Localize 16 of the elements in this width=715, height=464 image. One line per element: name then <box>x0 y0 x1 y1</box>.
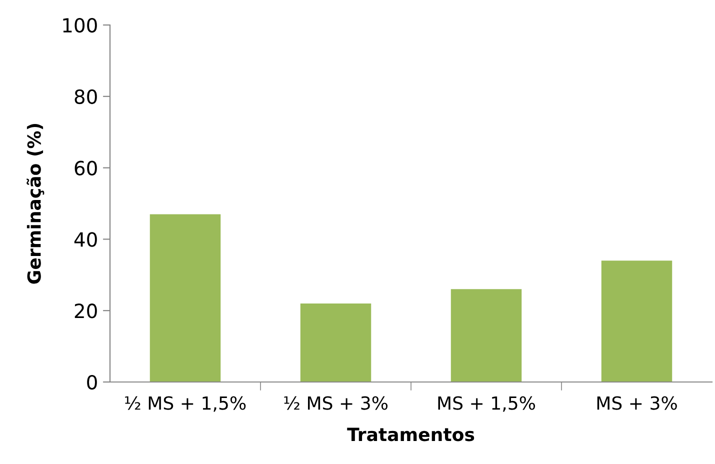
y-tick-label: 0 <box>87 374 97 390</box>
y-tick-label: 80 <box>74 89 97 104</box>
bar <box>450 289 522 382</box>
y-tick-label: 20 <box>74 304 97 318</box>
y-tick-label: 60 <box>74 160 97 176</box>
x-tick-label: MS + 3% <box>597 396 677 410</box>
x-tick-label: ½ MS + 3% <box>284 396 388 410</box>
x-tick-label: MS + 1,5% <box>438 396 536 412</box>
x-tick-label: ½ MS + 1,5% <box>125 396 246 412</box>
y-tick-label: 40 <box>74 232 97 247</box>
y-tick-label: 100 <box>63 18 97 33</box>
bar <box>150 214 221 382</box>
bar <box>601 260 672 382</box>
x-axis-title: Tratamentos <box>347 428 474 442</box>
y-axis-title: Germinação (%) <box>26 124 44 284</box>
bar <box>300 303 372 382</box>
